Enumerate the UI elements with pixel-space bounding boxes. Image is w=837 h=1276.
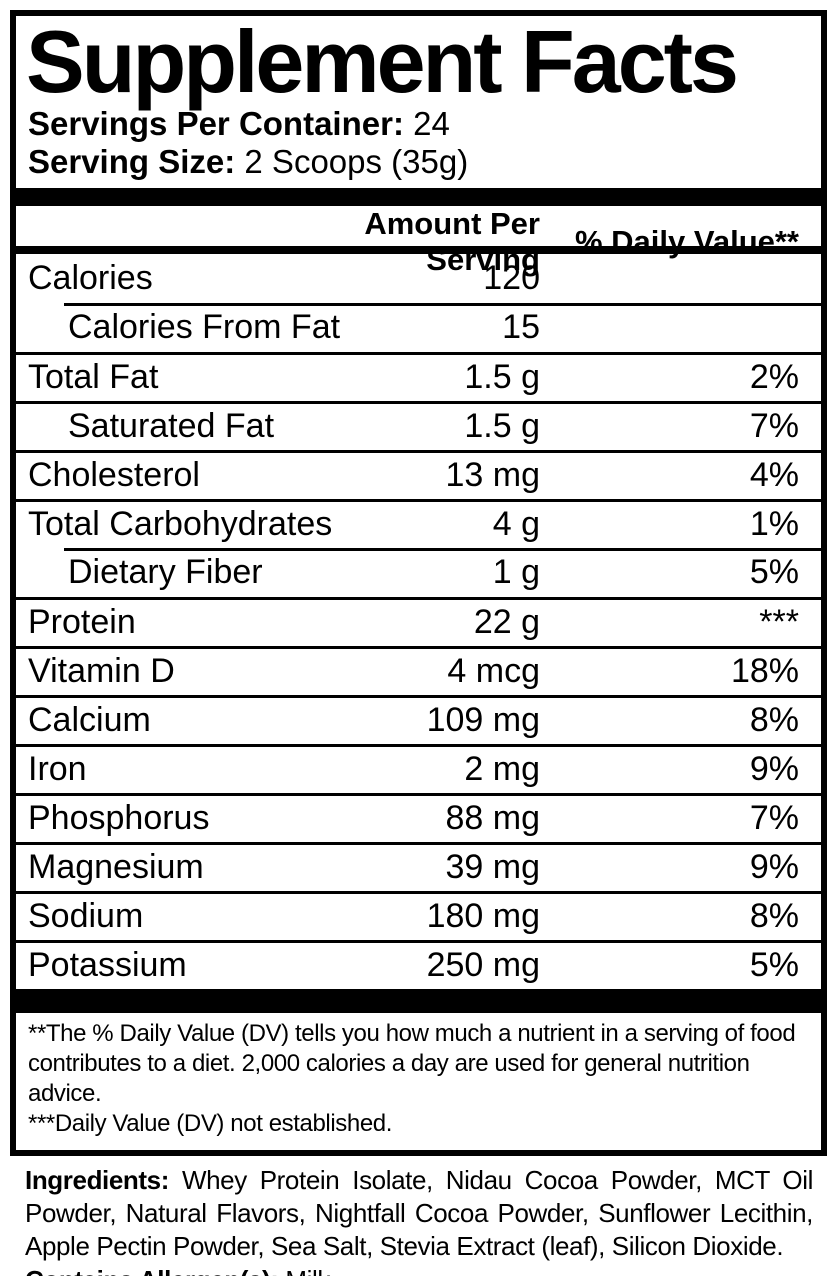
nutrient-name: Total Fat bbox=[28, 358, 159, 397]
ingredients-label: Ingredients: bbox=[25, 1165, 169, 1195]
table-row: Calories From Fat 15 bbox=[16, 302, 821, 352]
nutrient-name: Calories From Fat bbox=[68, 307, 341, 346]
nutrient-name: Protein bbox=[28, 603, 136, 642]
nutrient-name: Sodium bbox=[28, 897, 144, 936]
amount-value: 15 bbox=[502, 307, 540, 346]
table-row: Saturated Fat 1.5 g 7% bbox=[16, 400, 821, 450]
table-row: Protein 22 g *** bbox=[16, 596, 821, 646]
ingredients-block: Ingredients: Whey Protein Isolate, Nidau… bbox=[25, 1164, 813, 1276]
amount-value: 22 g bbox=[473, 603, 540, 642]
nutrient-name: Potassium bbox=[28, 946, 187, 985]
servings-per-container-line: Servings Per Container: 24 bbox=[28, 104, 809, 142]
allergen-label: Contains Allergen(s): bbox=[25, 1265, 279, 1276]
amount-value: 1.5 g bbox=[464, 358, 540, 397]
ingredients-line: Ingredients: Whey Protein Isolate, Nidau… bbox=[25, 1164, 813, 1263]
servings-per-container-label: Servings Per Container: bbox=[28, 104, 404, 142]
amount-value: 88 mg bbox=[445, 799, 541, 838]
ingredients-list: Whey Protein Isolate, Nidau Cocoa Powder… bbox=[25, 1165, 813, 1261]
nutrient-name: Total Carbohydrates bbox=[28, 505, 333, 544]
daily-value: 4% bbox=[749, 456, 799, 495]
table-row: Potassium 250 mg 5% bbox=[16, 939, 821, 989]
header-daily-value: % Daily Value** bbox=[574, 223, 799, 259]
nutrient-name: Cholesterol bbox=[28, 456, 200, 495]
table-row: Calories 120 bbox=[16, 254, 821, 303]
table-row: Dietary Fiber 1 g 5% bbox=[16, 547, 821, 597]
supplement-facts-panel: Supplement Facts Servings Per Container:… bbox=[10, 10, 827, 1156]
nutrient-name: Iron bbox=[28, 750, 87, 789]
table-row: Total Carbohydrates 4 g 1% bbox=[16, 498, 821, 548]
allergen-line: Contains Allergen(s): Milk bbox=[25, 1264, 813, 1276]
nutrient-name: Calories bbox=[28, 258, 153, 297]
footnotes: **The % Daily Value (DV) tells you how m… bbox=[28, 1019, 809, 1139]
footnote-daily-value: **The % Daily Value (DV) tells you how m… bbox=[28, 1019, 796, 1107]
amount-value: 109 mg bbox=[426, 701, 540, 740]
daily-value: 5% bbox=[749, 552, 799, 591]
footnote-not-established: ***Daily Value (DV) not established. bbox=[28, 1109, 393, 1137]
daily-value: *** bbox=[759, 603, 799, 642]
divider-bar-top bbox=[16, 187, 821, 206]
panel-title: Supplement Facts bbox=[26, 12, 739, 111]
table-header-row: Amount Per Serving % Daily Value** bbox=[16, 206, 821, 277]
amount-value: 1 g bbox=[492, 552, 540, 591]
daily-value: 5% bbox=[749, 946, 799, 985]
amount-value: 180 mg bbox=[426, 897, 540, 936]
amount-value: 4 g bbox=[492, 505, 540, 544]
daily-value: 2% bbox=[749, 358, 799, 397]
allergen-value: Milk bbox=[285, 1265, 330, 1276]
table-row: Vitamin D 4 mcg 18% bbox=[16, 645, 821, 695]
nutrient-name: Vitamin D bbox=[28, 652, 175, 691]
amount-value: 1.5 g bbox=[464, 407, 540, 446]
amount-value: 4 mcg bbox=[447, 652, 540, 691]
amount-value: 120 bbox=[483, 258, 540, 297]
amount-value: 13 mg bbox=[445, 456, 541, 495]
amount-value: 39 mg bbox=[445, 848, 541, 887]
daily-value: 8% bbox=[749, 701, 799, 740]
nutrient-name: Magnesium bbox=[28, 848, 204, 887]
table-row: Calcium 109 mg 8% bbox=[16, 694, 821, 744]
nutrient-name: Calcium bbox=[28, 701, 151, 740]
table-row: Cholesterol 13 mg 4% bbox=[16, 449, 821, 499]
serving-size-line: Serving Size: 2 Scoops (35g) bbox=[28, 142, 809, 180]
daily-value: 9% bbox=[749, 848, 799, 887]
table-row: Iron 2 mg 9% bbox=[16, 743, 821, 793]
table-row: Magnesium 39 mg 9% bbox=[16, 841, 821, 891]
amount-value: 250 mg bbox=[426, 946, 540, 985]
daily-value: 1% bbox=[749, 505, 799, 544]
amount-value: 2 mg bbox=[464, 750, 540, 789]
daily-value: 8% bbox=[749, 897, 799, 936]
daily-value: 7% bbox=[749, 799, 799, 838]
table-row: Phosphorus 88 mg 7% bbox=[16, 792, 821, 842]
divider-bar-bottom bbox=[16, 988, 821, 1013]
nutrient-name: Dietary Fiber bbox=[68, 552, 263, 591]
daily-value: 9% bbox=[749, 750, 799, 789]
serving-size-value: 2 Scoops (35g) bbox=[244, 142, 469, 180]
nutrient-name: Saturated Fat bbox=[68, 407, 275, 446]
daily-value: 18% bbox=[730, 652, 799, 691]
servings-per-container-value: 24 bbox=[413, 104, 450, 142]
header-amount-per-serving: Amount Per Serving bbox=[364, 205, 540, 277]
daily-value: 7% bbox=[749, 407, 799, 446]
table-row: Sodium 180 mg 8% bbox=[16, 890, 821, 940]
serving-size-label: Serving Size: bbox=[28, 142, 236, 180]
nutrition-table: Calories 120 Calories From Fat 15 Total … bbox=[16, 254, 821, 989]
nutrient-name: Phosphorus bbox=[28, 799, 210, 838]
table-row: Total Fat 1.5 g 2% bbox=[16, 351, 821, 401]
